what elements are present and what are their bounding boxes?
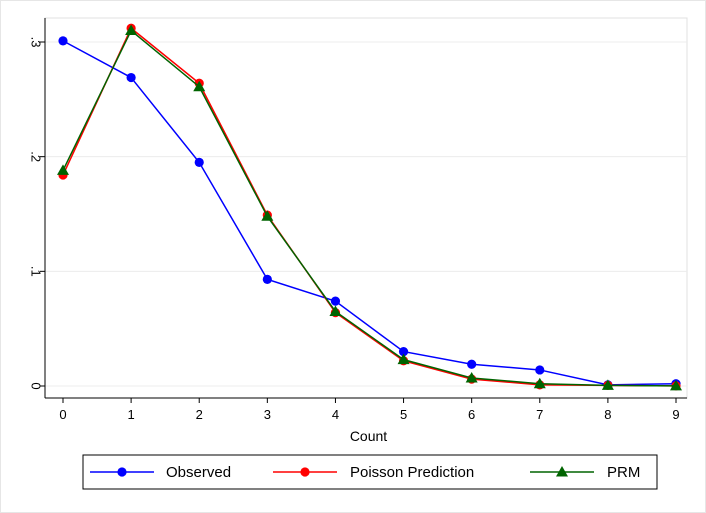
series-line [62, 40, 677, 386]
legend-marker [556, 466, 568, 477]
data-point [398, 347, 409, 357]
legend-item: Poisson Prediction [273, 464, 474, 481]
data-point [601, 379, 614, 390]
data-point [125, 24, 138, 36]
x-tick-label: 3 [264, 407, 271, 422]
x-tick-label: 4 [332, 407, 339, 422]
data-point [329, 305, 342, 316]
x-tick-label: 6 [468, 407, 475, 422]
data-point [533, 377, 546, 389]
legend-item: PRM [530, 464, 640, 481]
x-axis-title: Count [350, 428, 387, 444]
y-tick-label: .2 [29, 151, 44, 162]
data-point [465, 371, 478, 383]
data-point [57, 164, 69, 175]
x-tick-label: 5 [400, 407, 407, 422]
x-tick-label: 9 [672, 407, 679, 422]
data-point [194, 157, 204, 167]
legend-item: Observed [90, 464, 231, 481]
series-line [62, 29, 677, 387]
series-layer [57, 23, 682, 391]
legend: Observed Poisson Prediction PRM [82, 454, 658, 490]
data-point [467, 359, 477, 369]
x-tick-label: 1 [127, 407, 134, 422]
x-tick-label: 2 [196, 407, 203, 422]
data-point [330, 296, 341, 306]
series-prm [57, 24, 682, 391]
x-tick-label: 7 [536, 407, 543, 422]
legend-marker [300, 467, 310, 477]
axes: 0 .1 .2 .3 0 1 2 3 4 5 6 7 8 9 [29, 18, 687, 422]
y-tick-label: 0 [29, 382, 44, 389]
data-point [670, 379, 682, 391]
data-point [261, 210, 274, 221]
legend-label: Observed [166, 464, 231, 481]
legend-marker [117, 467, 127, 477]
legend-label: PRM [607, 464, 640, 481]
data-point [397, 353, 410, 365]
data-point [535, 365, 545, 375]
y-tick-label: .1 [29, 266, 44, 277]
x-tick-label: 0 [59, 407, 66, 422]
x-tick-label: 8 [604, 407, 611, 422]
legend-label: Poisson Prediction [350, 464, 474, 481]
data-point [193, 80, 206, 92]
y-tick-label: .3 [29, 37, 44, 48]
data-point [58, 36, 68, 46]
data-point [262, 274, 272, 284]
data-point [126, 72, 136, 83]
